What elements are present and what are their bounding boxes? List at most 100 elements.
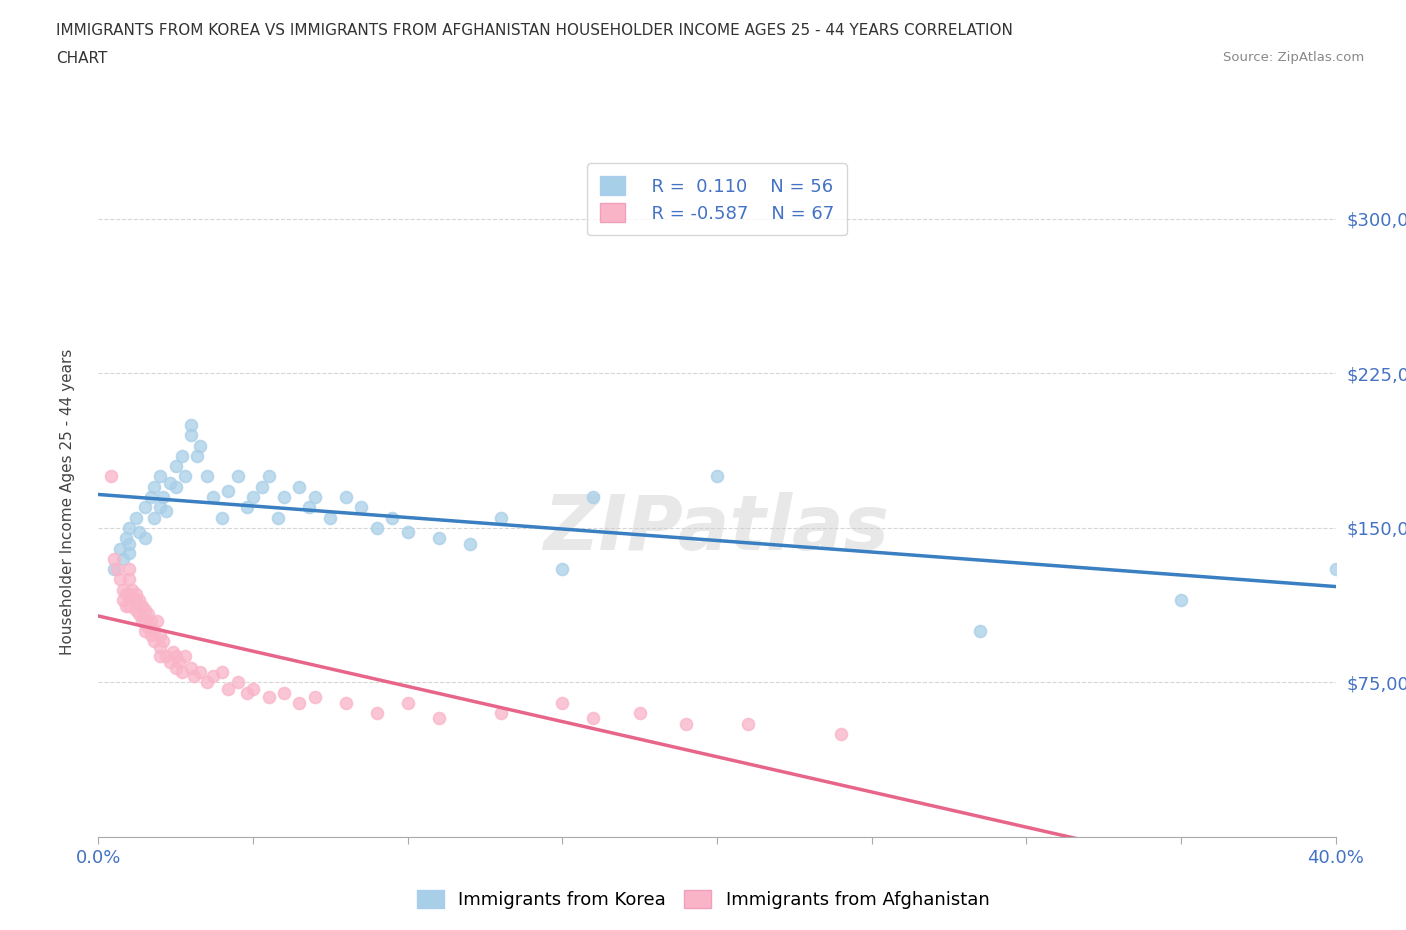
Point	[226, 675, 249, 690]
Point	[427, 531, 450, 546]
Y-axis label: Householder Income Ages 25 - 44 years: Householder Income Ages 25 - 44 years	[60, 349, 75, 656]
Point	[190, 438, 212, 453]
Point	[159, 655, 181, 670]
Point	[118, 545, 141, 560]
Point	[124, 592, 146, 607]
Point	[143, 623, 166, 638]
Point	[489, 511, 512, 525]
Point	[124, 603, 146, 618]
Point	[183, 669, 205, 684]
Point	[143, 479, 166, 494]
Point	[139, 489, 162, 504]
Point	[236, 500, 259, 515]
Point	[201, 489, 224, 504]
Point	[217, 484, 239, 498]
Point	[155, 504, 177, 519]
Point	[118, 521, 141, 536]
Legend: Immigrants from Korea, Immigrants from Afghanistan: Immigrants from Korea, Immigrants from A…	[409, 883, 997, 916]
Point	[146, 613, 169, 628]
Point	[217, 681, 239, 696]
Point	[149, 469, 172, 484]
Point	[118, 587, 141, 602]
Point	[319, 511, 342, 525]
Point	[195, 675, 218, 690]
Point	[115, 587, 138, 602]
Point	[124, 511, 146, 525]
Point	[149, 648, 172, 663]
Point	[211, 511, 233, 525]
Point	[136, 619, 159, 634]
Point	[167, 655, 190, 670]
Point	[267, 511, 290, 525]
Point	[257, 469, 280, 484]
Point	[159, 475, 181, 490]
Point	[273, 685, 295, 700]
Point	[108, 572, 131, 587]
Point	[675, 716, 697, 731]
Point	[136, 607, 159, 622]
Point	[162, 644, 184, 659]
Point	[112, 582, 135, 597]
Point	[118, 537, 141, 551]
Point	[100, 469, 122, 484]
Point	[226, 469, 249, 484]
Point	[170, 448, 193, 463]
Point	[257, 689, 280, 704]
Point	[155, 648, 177, 663]
Point	[143, 634, 166, 649]
Point	[396, 696, 419, 711]
Point	[211, 665, 233, 680]
Point	[139, 628, 162, 643]
Point	[1324, 562, 1347, 577]
Point	[288, 696, 311, 711]
Text: CHART: CHART	[56, 51, 108, 66]
Point	[180, 428, 202, 443]
Point	[242, 681, 264, 696]
Point	[180, 418, 202, 432]
Point	[170, 665, 193, 680]
Point	[121, 582, 143, 597]
Point	[105, 562, 128, 577]
Point	[128, 607, 150, 622]
Point	[115, 599, 138, 614]
Point	[335, 489, 357, 504]
Point	[304, 489, 326, 504]
Point	[131, 599, 153, 614]
Point	[551, 562, 574, 577]
Point	[190, 665, 212, 680]
Point	[128, 525, 150, 539]
Point	[143, 511, 166, 525]
Point	[195, 469, 218, 484]
Point	[134, 531, 156, 546]
Point	[381, 511, 404, 525]
Point	[551, 696, 574, 711]
Text: Source: ZipAtlas.com: Source: ZipAtlas.com	[1223, 51, 1364, 64]
Point	[115, 531, 138, 546]
Point	[149, 640, 172, 655]
Point	[458, 537, 481, 551]
Point	[201, 669, 224, 684]
Point	[149, 628, 172, 643]
Point	[252, 479, 274, 494]
Point	[152, 634, 174, 649]
Point	[969, 623, 991, 638]
Point	[304, 689, 326, 704]
Point	[396, 525, 419, 539]
Point	[366, 706, 388, 721]
Point	[152, 489, 174, 504]
Point	[103, 562, 125, 577]
Point	[108, 541, 131, 556]
Text: IMMIGRANTS FROM KOREA VS IMMIGRANTS FROM AFGHANISTAN HOUSEHOLDER INCOME AGES 25 : IMMIGRANTS FROM KOREA VS IMMIGRANTS FROM…	[56, 23, 1014, 38]
Point	[165, 458, 187, 473]
Point	[103, 551, 125, 566]
Point	[706, 469, 728, 484]
Point	[242, 489, 264, 504]
Point	[128, 592, 150, 607]
Point	[737, 716, 759, 731]
Point	[165, 479, 187, 494]
Point	[236, 685, 259, 700]
Point	[186, 448, 208, 463]
Point	[1170, 592, 1192, 607]
Point	[427, 711, 450, 725]
Point	[118, 562, 141, 577]
